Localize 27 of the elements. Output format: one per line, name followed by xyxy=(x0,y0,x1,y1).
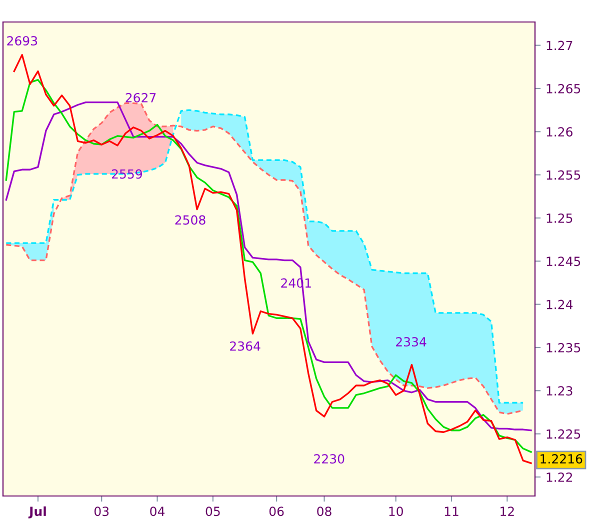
annotation: 2627 xyxy=(126,92,156,102)
x-tick-label: 05 xyxy=(206,506,220,516)
x-tick-label: 12 xyxy=(500,506,514,516)
y-tick-label: 1.245 xyxy=(546,256,580,266)
x-tick-label: 04 xyxy=(150,506,165,516)
x-tick-label: 03 xyxy=(94,506,109,516)
annotation: 2693 xyxy=(7,36,38,46)
y-tick-label: 1.235 xyxy=(546,342,580,352)
text: 1.2216 xyxy=(540,454,582,464)
y-tick-label: 1.25 xyxy=(546,213,572,223)
x-tick-label: 08 xyxy=(317,506,332,516)
y-tick-label: 1.24 xyxy=(546,300,573,310)
y-tick-label: 1.225 xyxy=(546,429,580,439)
y-tick-label: 1.265 xyxy=(546,84,580,94)
annotation: 2230 xyxy=(314,454,344,464)
x-tick-label: 10 xyxy=(389,506,403,516)
y-tick-label: 1.27 xyxy=(546,40,572,50)
y-tick-label: 1.23 xyxy=(546,386,572,396)
annotation: 2364 xyxy=(230,341,260,351)
x-tick-label: Jul xyxy=(28,506,46,518)
annotation: 2334 xyxy=(396,337,426,347)
annotation: 2508 xyxy=(175,215,206,225)
y-tick-label: 1.255 xyxy=(546,170,580,180)
x-tick-label: 06 xyxy=(269,506,284,516)
y-tick-label: 1.26 xyxy=(546,127,572,137)
y-tick-label: 1.22 xyxy=(546,472,572,482)
x-tick-label: 11 xyxy=(444,506,458,516)
